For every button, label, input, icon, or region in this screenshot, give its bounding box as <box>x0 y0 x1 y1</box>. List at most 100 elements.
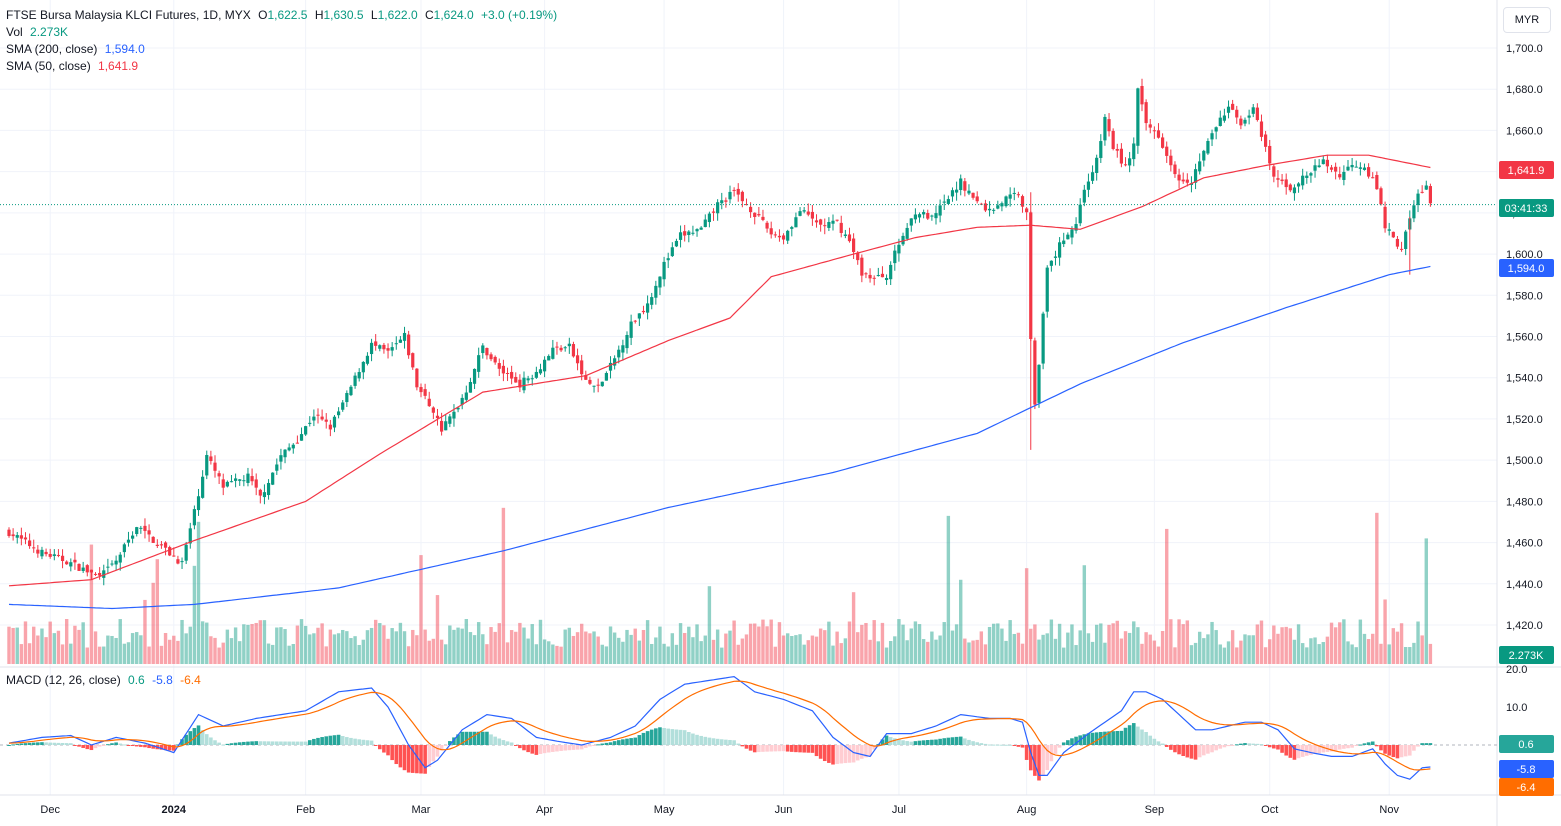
volume-bar <box>1152 640 1157 664</box>
volume-bar <box>872 620 876 664</box>
volume-bar <box>1144 632 1148 664</box>
volume-bar <box>930 631 934 664</box>
candle-body <box>1325 159 1329 167</box>
candle-body <box>477 355 481 372</box>
candle-body <box>1239 118 1243 126</box>
volume-bar <box>48 621 52 664</box>
candle-body <box>926 212 930 219</box>
volume-bar <box>740 638 745 664</box>
macd-hist-bar <box>596 744 600 746</box>
macd-hist-bar <box>662 727 666 745</box>
macd-hist-bar <box>237 742 242 745</box>
candle-body <box>44 551 48 555</box>
macd-hist-bar <box>860 745 864 759</box>
macd-hist-bar <box>1152 738 1157 745</box>
candle-body <box>1045 267 1049 312</box>
macd-hist-bar <box>423 745 427 774</box>
macd-label[interactable]: MACD (12, 26, close) <box>6 673 121 687</box>
volume-bar <box>703 635 707 664</box>
macd-hist-bar <box>794 745 798 753</box>
symbol-title[interactable]: FTSE Bursa Malaysia KLCI Futures, 1D, MY… <box>6 8 251 22</box>
macd-hist-bar <box>798 745 802 753</box>
macd-hist-bar <box>303 741 308 745</box>
candle-body <box>151 536 155 543</box>
candle-body <box>1358 167 1362 169</box>
volume-bar <box>1057 623 1062 664</box>
macd-hist-bar <box>15 743 20 745</box>
macd-hist-bar <box>563 745 567 751</box>
candle-body <box>604 373 608 381</box>
macd-hist-bar <box>476 731 481 745</box>
macd-hist-bar <box>97 745 102 747</box>
candle-body <box>806 211 810 215</box>
volume-bar <box>596 636 600 664</box>
time-tick-label: Mar <box>412 804 431 816</box>
macd-hist-bar <box>654 728 658 745</box>
macd-hist-bar <box>85 745 90 750</box>
candle-body <box>229 481 234 483</box>
candle-body <box>843 234 847 236</box>
macd-hist-bar <box>402 745 407 771</box>
candle-body <box>1128 158 1132 166</box>
volume-bar <box>728 630 732 664</box>
candle-body <box>901 235 905 245</box>
sma50-label[interactable]: SMA (50, close) <box>6 59 91 73</box>
macd-hist-bar <box>1045 745 1050 771</box>
candle-body <box>258 489 262 496</box>
time-axis[interactable]: Dec 2024 Feb Mar Apr May Jun Jul Aug Sep Oct Nov <box>40 804 1399 816</box>
candle-body <box>250 476 254 482</box>
sma200-label[interactable]: SMA (200, close) <box>6 42 98 56</box>
volume-bar <box>126 642 131 664</box>
candle-body <box>131 535 135 539</box>
candle-body <box>530 378 534 380</box>
volume-bar <box>238 641 242 664</box>
candle-body <box>217 473 221 477</box>
macd-hist-bar <box>1342 745 1346 749</box>
macd-hist-bar <box>790 745 794 752</box>
macd-hist-bar <box>752 745 757 753</box>
sma50-value: 1,641.9 <box>98 59 139 73</box>
price-axis[interactable]: 1,700.01,680.01,660.01,640.01,620.01,600… <box>1506 43 1543 714</box>
macd-hist-bar <box>724 739 728 745</box>
volume-bar <box>542 639 547 664</box>
volume-bar <box>386 638 390 664</box>
macd-hist-bar <box>781 745 786 752</box>
volume-bar <box>262 620 267 664</box>
currency-button[interactable]: MYR <box>1503 7 1551 33</box>
volume-bar <box>851 592 856 664</box>
volume-bar <box>283 629 287 664</box>
close-value: 1,624.0 <box>433 8 474 22</box>
volume-bar <box>167 639 172 664</box>
macd-hist-bar <box>1424 743 1429 745</box>
candle-body <box>1280 179 1284 182</box>
volume-bar <box>36 635 40 664</box>
macd-hist-bar <box>448 741 452 745</box>
countdown-badge-bg <box>1499 199 1554 217</box>
candle-body <box>1226 106 1231 113</box>
volume-label[interactable]: Vol <box>6 25 23 39</box>
volume-bar <box>604 646 609 664</box>
macd-hist-bar <box>204 734 209 745</box>
volume-bar <box>501 507 506 664</box>
candle-body <box>897 244 901 254</box>
volume-bar <box>270 644 275 664</box>
volume-bar <box>411 629 415 664</box>
volume-bar <box>1214 630 1218 664</box>
candle-body <box>209 456 213 461</box>
candle-body <box>1144 102 1148 124</box>
volume-bar <box>1177 619 1181 664</box>
volume-bar <box>1243 634 1247 664</box>
candle-body <box>1078 204 1082 224</box>
sma50-badge-bg <box>1499 161 1554 179</box>
candle-body <box>1206 140 1210 154</box>
volume-bar <box>172 635 176 664</box>
candle-body <box>1173 164 1177 175</box>
macd-hist-bar <box>176 744 180 746</box>
volume-bar <box>147 646 151 664</box>
candle-body <box>884 277 889 281</box>
macd-hist-bar <box>233 742 238 745</box>
volume-bar <box>485 644 489 664</box>
macd-hist-bar <box>1243 743 1247 745</box>
macd-hist-bar <box>633 737 638 745</box>
